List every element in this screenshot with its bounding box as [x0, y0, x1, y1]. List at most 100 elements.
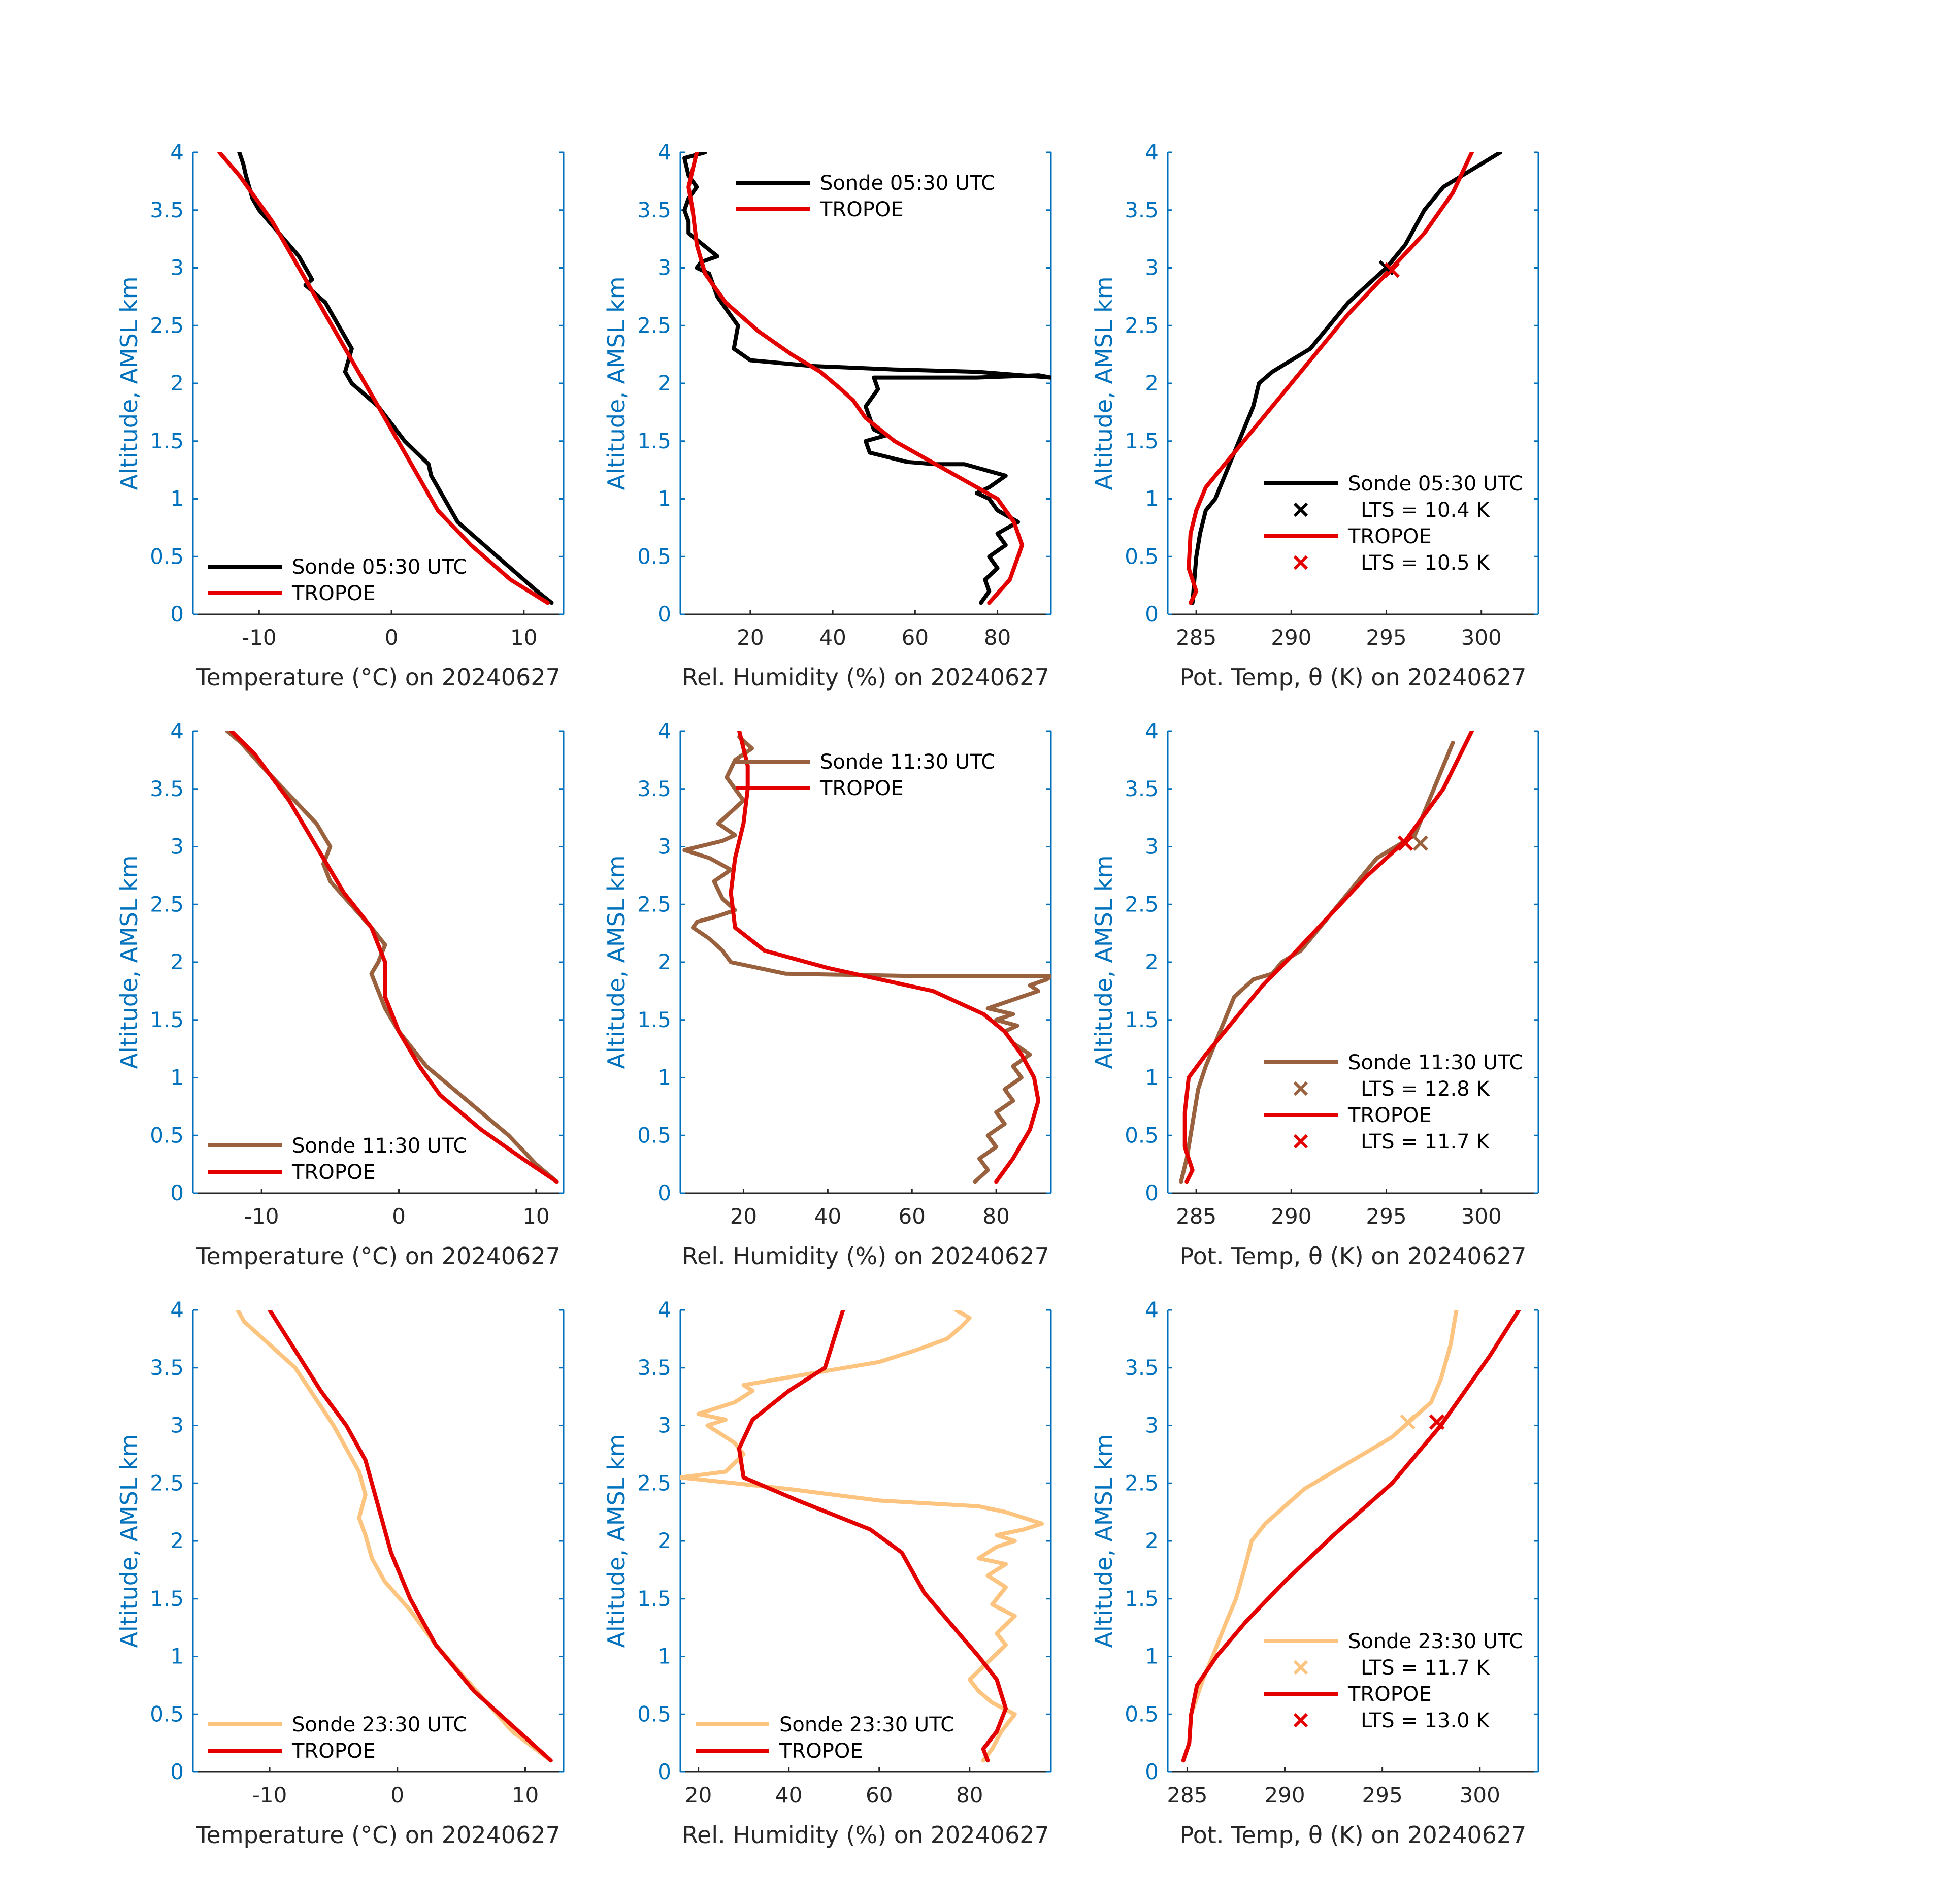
panel-r1-c0-ytick-label: 0.5: [150, 1123, 184, 1147]
panel-r1-c0-ytick-label: 3.5: [150, 776, 184, 801]
panel-r2-c1-ytick-label: 3.5: [637, 1355, 671, 1380]
panel-r2-c0-series-tropoe: [268, 1310, 553, 1763]
panel-r2-c1-ytick-label: 3: [657, 1413, 671, 1438]
panel-r0-c0-xtick-label: 10: [510, 625, 537, 650]
panel-r1-c2-legend: Sonde 11:30 UTC LTS = 12.8 K TROPOE LTS = 1…: [1264, 1051, 1523, 1154]
panel-r0-c2-ytick-label: 1: [1145, 486, 1159, 511]
panel-r2-c1-y-axis-label: Altitude, AMSL km: [603, 1434, 630, 1648]
panel-r0-c2-ytick-label: 0.5: [1125, 544, 1159, 569]
panel-r1-c2-x-axis-label: Pot. Temp, θ (K) on 20240627: [1180, 1242, 1527, 1270]
panel-r2-c0: 0 0.5 1 1.5 2 2.5 3 3.5 4 -10 0 10 Altitude, AMSL km…: [115, 1297, 565, 1849]
panel-r0-c1-ytick-label: 3.5: [637, 198, 671, 222]
panel-r0-c0-legend: Sonde 05:30 UTC TROPOE: [208, 555, 467, 605]
panel-r1-c2-legend-marker: [1293, 1134, 1308, 1149]
panel-r0-c0-x-axis-label: Temperature (°C) on 20240627: [195, 664, 561, 691]
panel-r0-c1-ytick-label: 4: [657, 140, 671, 165]
panel-r2-c2-ytick-label: 3.5: [1125, 1355, 1159, 1380]
panel-r0-c1-ytick-label: 3: [657, 255, 671, 280]
panel-r2-c2-legend-label: TROPOE: [1347, 1683, 1432, 1706]
panel-r0-c0-xtick-label: 0: [385, 625, 399, 650]
panel-r2-c2-x-axis-label: Pot. Temp, θ (K) on 20240627: [1180, 1821, 1527, 1849]
panel-r1-c1-xtick-label: 20: [730, 1204, 757, 1229]
panel-r0-c0-ytick-label: 4: [170, 140, 184, 165]
panel-r1-c1-legend-label: Sonde 11:30 UTC: [820, 750, 995, 774]
panel-r1-c1-ytick-label: 1.5: [637, 1007, 671, 1032]
panel-r2-c2-lts-point-lts-11-7-k: [1400, 1414, 1416, 1430]
panel-r0-c1-series-tropoe: [686, 152, 1025, 605]
panel-r2-c1-xtick-label: 40: [775, 1783, 802, 1808]
panel-r1-c0-legend: Sonde 11:30 UTC TROPOE: [208, 1134, 467, 1184]
panel-r1-c0-legend-label: Sonde 11:30 UTC: [292, 1134, 467, 1158]
panel-r0-c0-ytick-label: 3: [170, 255, 184, 280]
panel-r2-c1-ytick-label: 2: [657, 1528, 671, 1553]
panel-r2-c2-y-axis-label: Altitude, AMSL km: [1090, 1434, 1117, 1648]
panel-r0-c2-ytick-label: 3: [1145, 255, 1159, 280]
panel-r2-c0-legend-label: Sonde 23:30 UTC: [292, 1713, 467, 1736]
panel-r2-c2-xtick-label: 295: [1362, 1783, 1403, 1808]
panel-r0-c1-legend-label: TROPOE: [819, 198, 904, 221]
panel-r1-c1-series-sonde-11-30-utc: [682, 735, 1051, 1184]
panel-r1-c1-ytick-label: 0: [657, 1180, 671, 1205]
panel-r0-c0-series-sonde-05-30-utc: [237, 152, 554, 605]
panel-r0-c0-ytick-label: 0.5: [150, 544, 184, 569]
panel-r2-c2-legend-marker: [1293, 1660, 1308, 1675]
panel-r1-c1-legend-label: TROPOE: [819, 777, 904, 800]
panel-r1-c2-series-tropoe: [1182, 731, 1474, 1184]
panel-r2-c1-ytick-label: 0.5: [637, 1701, 671, 1726]
panel-r0-c2-legend-label: LTS = 10.5 K: [1361, 551, 1490, 575]
panel-r1-c0-ytick-label: 1: [170, 1065, 184, 1090]
panel-r0-c2-y-axis-label: Altitude, AMSL km: [1090, 276, 1117, 490]
panel-r1-c2-xtick-label: 285: [1176, 1204, 1216, 1229]
panel-r2-c0-y-axis-label: Altitude, AMSL km: [115, 1434, 143, 1648]
panel-r2-c0-data: [236, 1310, 553, 1763]
panel-r0-c2-ytick-label: 0: [1145, 602, 1159, 627]
panel-r0-c2-ytick-label: 2.5: [1125, 313, 1159, 338]
panel-r0-c1-legend: Sonde 05:30 UTC TROPOE: [736, 172, 995, 221]
panel-r1-c1-ytick-label: 2.5: [637, 892, 671, 916]
panel-r1-c1-ytick-label: 3.5: [637, 776, 671, 801]
panel-r0-c2-legend: Sonde 05:30 UTC LTS = 10.4 K TROPOE LTS = 1…: [1264, 472, 1523, 575]
panel-r1-c1-y-axis-label: Altitude, AMSL km: [603, 855, 630, 1069]
panel-r0-c2-lts-point-lts-10-5-k: [1384, 262, 1400, 278]
panel-r1-c2: 0 0.5 1 1.5 2 2.5 3 3.5 4 285 290 295 300 Altitude, A…: [1090, 718, 1539, 1270]
panel-r2-c0-ytick-label: 3: [170, 1413, 184, 1438]
panel-r1-c0-series-tropoe: [229, 731, 559, 1184]
panel-r0-c0-y-axis-label: Altitude, AMSL km: [115, 276, 143, 490]
panel-r1-c2-y-axis-label: Altitude, AMSL km: [1090, 855, 1117, 1069]
panel-r0-c1-ytick-label: 0: [657, 602, 671, 627]
panel-r2-c0-series-sonde-23-30-utc: [236, 1310, 553, 1763]
panel-r0-c0: 0 0.5 1 1.5 2 2.5 3 3.5 4 -10 0 10 Altitude, AMSL km…: [115, 140, 565, 691]
panel-r0-c1: 0 0.5 1 1.5 2 2.5 3 3.5 4 20 40 60 80 Altitude, AMSL …: [603, 140, 1052, 691]
panel-r0-c1-ytick-label: 0.5: [637, 544, 671, 569]
panel-r2-c2-legend-label: LTS = 13.0 K: [1361, 1709, 1490, 1732]
panel-r1-c0-xtick-label: -10: [244, 1204, 279, 1229]
panel-r1-c0-ytick-label: 2: [170, 949, 184, 974]
panel-r1-c0-ytick-label: 4: [170, 718, 184, 743]
panel-r0-c2-xtick-label: 300: [1461, 625, 1502, 650]
panel-r2-c2-ytick-label: 2.5: [1125, 1470, 1159, 1495]
panel-r2-c0-legend: Sonde 23:30 UTC TROPOE: [208, 1713, 467, 1763]
panel-r0-c0-ytick-label: 0: [170, 602, 184, 627]
panel-r0-c1-series-sonde-05-30-utc: [682, 152, 1051, 605]
panel-r0-c2-ytick-label: 4: [1145, 140, 1159, 165]
panel-r0-c0-legend-label: Sonde 05:30 UTC: [292, 555, 467, 579]
panel-r1-c0-ytick-label: 2.5: [150, 892, 184, 916]
panel-r2-c0-ytick-label: 2: [170, 1528, 184, 1553]
panel-r0-c0-ytick-label: 3.5: [150, 198, 184, 222]
panel-r1-c2-ytick-label: 2: [1145, 949, 1159, 974]
panel-r2-c1-ytick-label: 1.5: [637, 1586, 671, 1611]
panel-r2-c2-legend: Sonde 23:30 UTC LTS = 11.7 K TROPOE LTS = 1…: [1264, 1630, 1523, 1732]
panel-r0-c1-xtick-label: 40: [819, 625, 846, 650]
panel-r1-c2-ytick-label: 2.5: [1125, 892, 1159, 916]
panel-r0-c1-legend-label: Sonde 05:30 UTC: [820, 172, 995, 195]
panel-r0-c1-x-axis-label: Rel. Humidity (%) on 20240627: [682, 664, 1049, 691]
panel-r1-c1-xtick-label: 60: [899, 1204, 926, 1229]
panel-r0-c0-legend-label: TROPOE: [291, 582, 376, 605]
panel-r2-c1-series-tropoe: [737, 1310, 1008, 1763]
panel-r2-c1-ytick-label: 2.5: [637, 1470, 671, 1495]
panel-r1-c0-legend-label: TROPOE: [291, 1161, 376, 1184]
panel-r2-c2-ytick-label: 0: [1145, 1759, 1159, 1784]
panel-r2-c0-ytick-label: 3.5: [150, 1355, 184, 1380]
panel-r2-c2-xtick-label: 285: [1167, 1783, 1207, 1808]
panel-r2-c2-ytick-label: 1: [1145, 1644, 1159, 1669]
